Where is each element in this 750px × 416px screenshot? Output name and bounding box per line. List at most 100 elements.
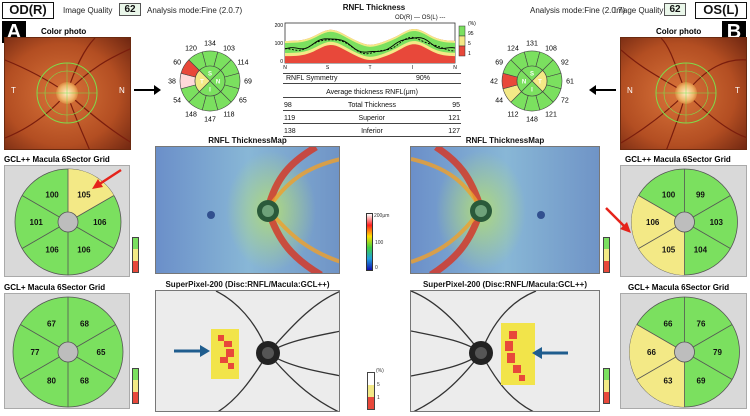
arrow-right-icon xyxy=(134,85,161,95)
od-eye-label: OD(R) xyxy=(2,2,54,19)
image-quality-value-od: 62 xyxy=(119,3,141,16)
thickness-color-scale xyxy=(366,213,373,271)
analysis-mode-os: Analysis mode:Fine (2.0.7) xyxy=(530,6,626,15)
scale-label: 1 xyxy=(468,51,471,57)
sector-value: 100 xyxy=(662,190,676,199)
clock-value: 54 xyxy=(173,98,181,105)
photo-t-label: T xyxy=(11,86,16,95)
photo-n-label: N xyxy=(119,86,125,95)
red-arrow-os-icon xyxy=(605,207,631,233)
image-quality-label-os: Image Quality xyxy=(614,6,664,15)
clock-value: 65 xyxy=(239,98,247,105)
sector-value: 67 xyxy=(47,319,56,328)
symmetry-value: 90% xyxy=(415,75,430,82)
superpixel-title-od: SuperPixel-200 (Disc:RNFL/Macula:GCL++) xyxy=(165,280,330,289)
scale-top-label: 200μm xyxy=(374,213,390,219)
arrow-blue-od-icon xyxy=(174,345,210,357)
clock-value: 112 xyxy=(507,111,518,118)
sp-legend-1: 1 xyxy=(377,395,380,401)
sector-value: 106 xyxy=(93,218,107,227)
symmetry-label: RNFL Symmetry xyxy=(286,75,338,82)
red-arrow-od-icon xyxy=(92,168,122,189)
clock-value: 114 xyxy=(237,60,248,67)
sector-value: 105 xyxy=(77,190,91,199)
clock-quadrant xyxy=(194,69,211,93)
row-label: Inferior xyxy=(361,128,383,135)
rnfl-symmetry-row: RNFL Symmetry 90% xyxy=(283,73,461,84)
gclpp-grid-os: 100 99 103 104 105 106 xyxy=(620,165,747,277)
fundus-photo-os: N T xyxy=(620,37,747,150)
legend-os: OS(L) xyxy=(421,15,438,21)
quadrant-label: S xyxy=(530,72,534,78)
row-od: 138 xyxy=(284,128,296,135)
sector-value: 65 xyxy=(97,348,106,357)
gclpp-title-os: GCL++ Macula 6Sector Grid xyxy=(625,155,731,164)
sector-value: 80 xyxy=(47,377,56,386)
rnfl-thickness-section: RNFL Thickness xyxy=(274,3,474,12)
gclp-title-os: GCL+ Macula 6Sector Grid xyxy=(628,283,730,292)
clock-value: 120 xyxy=(185,46,197,53)
image-quality-label: Image Quality xyxy=(63,6,113,15)
clock-quadrant xyxy=(516,69,533,93)
sp-legend-pct: (%) xyxy=(376,368,384,374)
gclpp-title-od: GCL++ Macula 6Sector Grid xyxy=(4,155,110,164)
clock-value: 61 xyxy=(566,79,574,86)
table-row: 138 Inferior 127 xyxy=(283,127,461,137)
gclpp-grid-od: 100 105 106 106 106 101 xyxy=(4,165,130,277)
sector-value: 101 xyxy=(30,218,44,227)
clock-value: 42 xyxy=(490,79,498,86)
legend-od: OD(R) xyxy=(395,15,413,21)
avg-thickness-table: Average thickness RNFL(μm) 98 Total Thic… xyxy=(283,89,461,137)
rnfl-legend: OD(R) — OS(L) --- xyxy=(395,15,446,21)
clock-value: 103 xyxy=(223,46,235,53)
clock-value: 118 xyxy=(223,111,234,118)
thickness-map-title-os: RNFL ThicknessMap xyxy=(465,136,545,145)
gclpp-legend-os xyxy=(603,237,610,273)
thickness-map-title-od: RNFL ThicknessMap xyxy=(208,136,287,145)
row-od: 98 xyxy=(284,102,292,109)
sector-value: 105 xyxy=(662,246,676,255)
clock-value: 147 xyxy=(204,117,216,124)
sp-legend-5: 5 xyxy=(377,382,380,388)
avg-table-title: Average thickness RNFL(μm) xyxy=(283,89,461,98)
sector-value: 77 xyxy=(31,348,40,357)
gclpp-legend-od xyxy=(132,237,139,273)
table-row: 98 Total Thickness 95 xyxy=(283,101,461,111)
sector-value: 79 xyxy=(713,348,722,357)
scale-label: 95 xyxy=(468,31,474,37)
image-quality-value-os: 62 xyxy=(664,3,686,16)
clock-value: 121 xyxy=(545,111,557,118)
sector-value: 66 xyxy=(664,319,673,328)
clock-value: 131 xyxy=(526,41,538,48)
x-tick-label: N xyxy=(283,65,287,71)
row-od: 119 xyxy=(284,115,296,122)
thickness-map-os xyxy=(410,146,600,274)
clock-value: 38 xyxy=(168,79,176,86)
photo-t-label-os: T xyxy=(735,86,740,95)
clock-value: 124 xyxy=(507,46,519,53)
sector-value: 66 xyxy=(647,348,656,357)
quadrant-label: N xyxy=(522,80,526,86)
scale-label: (%) xyxy=(468,21,476,27)
sector-value: 69 xyxy=(697,377,706,386)
sector-value: 68 xyxy=(80,319,89,328)
row-os: 95 xyxy=(452,102,460,109)
superpixel-legend xyxy=(367,372,375,410)
quadrant-label: N xyxy=(216,80,220,86)
x-tick-label: S xyxy=(326,65,330,71)
row-os: 121 xyxy=(448,115,460,122)
quadrant-label: I xyxy=(531,88,533,94)
x-tick-label: I xyxy=(412,65,413,71)
gclp-grid-os: 66 76 79 69 63 66 xyxy=(620,293,747,409)
clock-value: 148 xyxy=(185,111,197,118)
clock-value: 72 xyxy=(561,98,569,105)
clock-value: 60 xyxy=(173,60,181,67)
color-photo-label-od: Color photo xyxy=(41,27,87,36)
photo-n-label-os: N xyxy=(627,86,633,95)
clock-value: 134 xyxy=(204,41,216,48)
quadrant-label: I xyxy=(209,88,211,94)
clock-value: 92 xyxy=(561,60,569,67)
y-tick-label: 0 xyxy=(280,59,283,65)
clock-value: 69 xyxy=(244,79,252,86)
